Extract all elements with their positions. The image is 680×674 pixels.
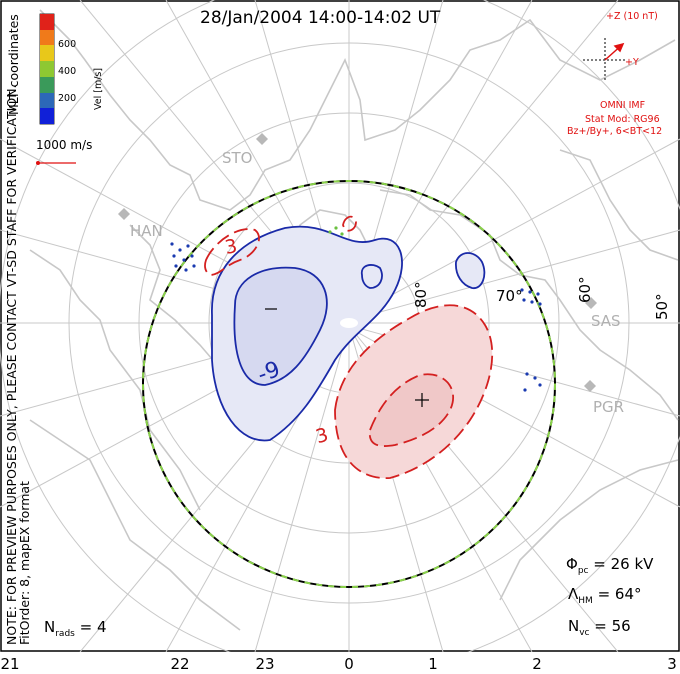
imf-y-label: +Y <box>625 57 639 68</box>
stat-nvc: Nvc = 56 <box>568 617 631 638</box>
negative-cell <box>211 225 486 442</box>
velocity-vectors-green <box>328 226 344 236</box>
positive-cell <box>204 215 494 479</box>
stat-phi-symbol: Φ <box>566 555 578 573</box>
station-sas: SAS <box>591 312 621 330</box>
colorbar-swatch <box>40 76 54 93</box>
stat-nrads-sub: rads <box>55 629 75 639</box>
map-title: 28/Jan/2004 14:00-14:02 UT <box>200 8 441 28</box>
colorbar-tick-200: 200 <box>58 93 77 104</box>
reference-vector <box>36 161 76 165</box>
imf-vector <box>604 42 625 61</box>
fit-order-note: FitOrder: 8, mapEX format <box>17 481 32 645</box>
colorbar-swatch <box>40 108 54 124</box>
stat-lambda-symbol: Λ <box>568 585 579 603</box>
colorbar-swatch <box>40 61 54 77</box>
colorbar-tick-600: 600 <box>58 39 77 50</box>
latitude-label-60: 60° <box>576 276 594 303</box>
stat-lambda-hm: ΛHM = 64° <box>568 585 642 606</box>
mlt-label-2: 2 <box>532 655 542 673</box>
stat-nrads-value: = 4 <box>79 618 107 636</box>
mlt-label-1: 1 <box>428 655 438 673</box>
reference-vector-label: 1000 m/s <box>36 138 93 152</box>
colorbar-swatch <box>40 92 54 109</box>
pole-marker <box>340 318 358 328</box>
mlt-label-21: 21 <box>0 655 20 673</box>
stat-nvc-value: = 56 <box>594 617 631 635</box>
stat-nrads: Nrads = 4 <box>44 618 107 639</box>
colorbar-label: Vel [m/s] <box>93 67 104 110</box>
stat-nvc-sub: vc <box>579 628 590 638</box>
stat-nrads-symbol: N <box>44 618 56 636</box>
colorbar-swatch <box>40 14 54 30</box>
latitude-label-70: 70° <box>496 287 523 305</box>
stat-lambda-sub: HM <box>578 596 593 606</box>
mlt-label-0: 0 <box>344 655 354 673</box>
latitude-label-80: 80° <box>412 281 430 308</box>
imf-z-label: +Z (10 nT) <box>606 11 658 22</box>
mlt-axis: 21 22 23 0 1 2 3 <box>0 653 680 674</box>
velocity-vectors <box>170 242 542 392</box>
stat-nvc-symbol: N <box>568 617 580 635</box>
imf-model-line-2: Stat Mod: RG96 <box>585 114 660 125</box>
convection-map <box>0 0 680 652</box>
mlt-label-23: 23 <box>255 655 275 673</box>
hm-boundary <box>142 180 556 588</box>
colorbar-tick-400: 400 <box>58 66 77 77</box>
contour-marks <box>265 308 429 407</box>
stat-lambda-value: = 64° <box>597 585 642 603</box>
colorbar-swatch <box>40 45 54 62</box>
mlt-label-3: 3 <box>667 655 677 673</box>
velocity-colorbar <box>40 14 54 124</box>
latitude-label-50: 50° <box>653 293 671 320</box>
stat-phi-sub: pc <box>577 566 589 576</box>
imf-model-line-3: Bz+/By+, 6<BT<12 <box>567 126 663 137</box>
station-pgr: PGR <box>593 398 625 416</box>
stat-phi-value: = 26 kV <box>593 555 654 573</box>
station-sto: STO <box>222 149 253 167</box>
mlt-label-22: 22 <box>170 655 190 673</box>
station-markers <box>118 133 597 392</box>
stat-phi-pc: Φpc = 26 kV <box>566 555 653 576</box>
colorbar-swatch <box>40 29 54 46</box>
imf-model-line-1: OMNI IMF <box>600 100 646 111</box>
station-han: HAN <box>130 222 163 240</box>
